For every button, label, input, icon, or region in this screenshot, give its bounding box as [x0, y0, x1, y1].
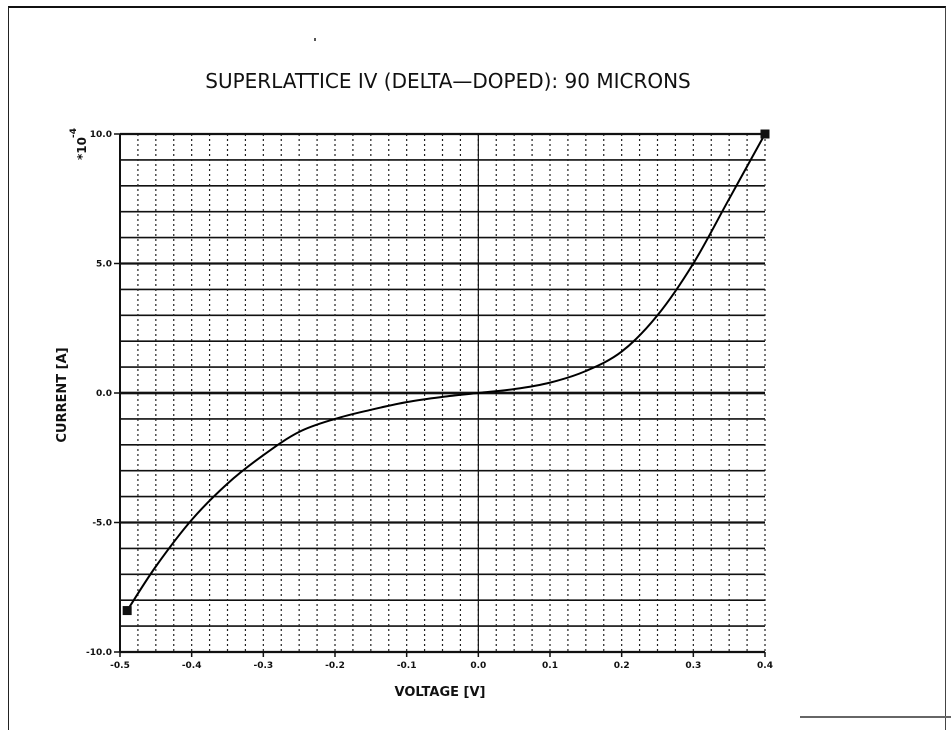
chart-title: SUPERLATTICE IV (DELTA—DOPED): 90 MICRON… [205, 69, 690, 93]
series [126, 133, 766, 612]
endpoint-marker [122, 606, 132, 616]
y-exponent-label: *10 -4 [69, 128, 89, 160]
x-tick-label: -0.1 [397, 661, 417, 671]
y-tick-label: -5.0 [92, 519, 112, 529]
y-tick-label: 5.0 [96, 260, 112, 270]
page-frame [8, 6, 946, 730]
endpoint-marker [760, 129, 770, 139]
y-tick-labels: 10.0 5.0 0.0 -5.0 -10.0 [86, 130, 120, 658]
bottom-rule [800, 716, 951, 718]
scan-speck [314, 38, 316, 41]
endpoint-markers [122, 129, 770, 616]
y-exponent: -4 [69, 128, 79, 138]
y-axis-label: CURRENT [A] [55, 347, 70, 442]
y-tick-label: -10.0 [86, 648, 112, 658]
x-tick-label: 0.0 [470, 661, 486, 671]
x-axis-label: VOLTAGE [V] [395, 685, 486, 700]
x-tick-label: -0.3 [253, 661, 273, 671]
iv-curve [126, 133, 766, 612]
x-tick-label: 0.3 [685, 661, 701, 671]
x-tick-labels: -0.5 -0.4 -0.3 -0.2 -0.1 0.0 0.1 0.2 0.3 0.4 [110, 652, 773, 671]
y-tick-label: 0.0 [96, 389, 112, 399]
x-tick-label: -0.2 [325, 661, 345, 671]
y-multiplier: *10 [75, 137, 89, 160]
x-tick-label: -0.5 [110, 661, 130, 671]
y-tick-label: 10.0 [90, 130, 112, 140]
x-tick-label: 0.2 [614, 661, 630, 671]
x-tick-label: 0.4 [757, 661, 773, 671]
x-tick-label: 0.1 [542, 661, 558, 671]
x-tick-label: -0.4 [182, 661, 202, 671]
